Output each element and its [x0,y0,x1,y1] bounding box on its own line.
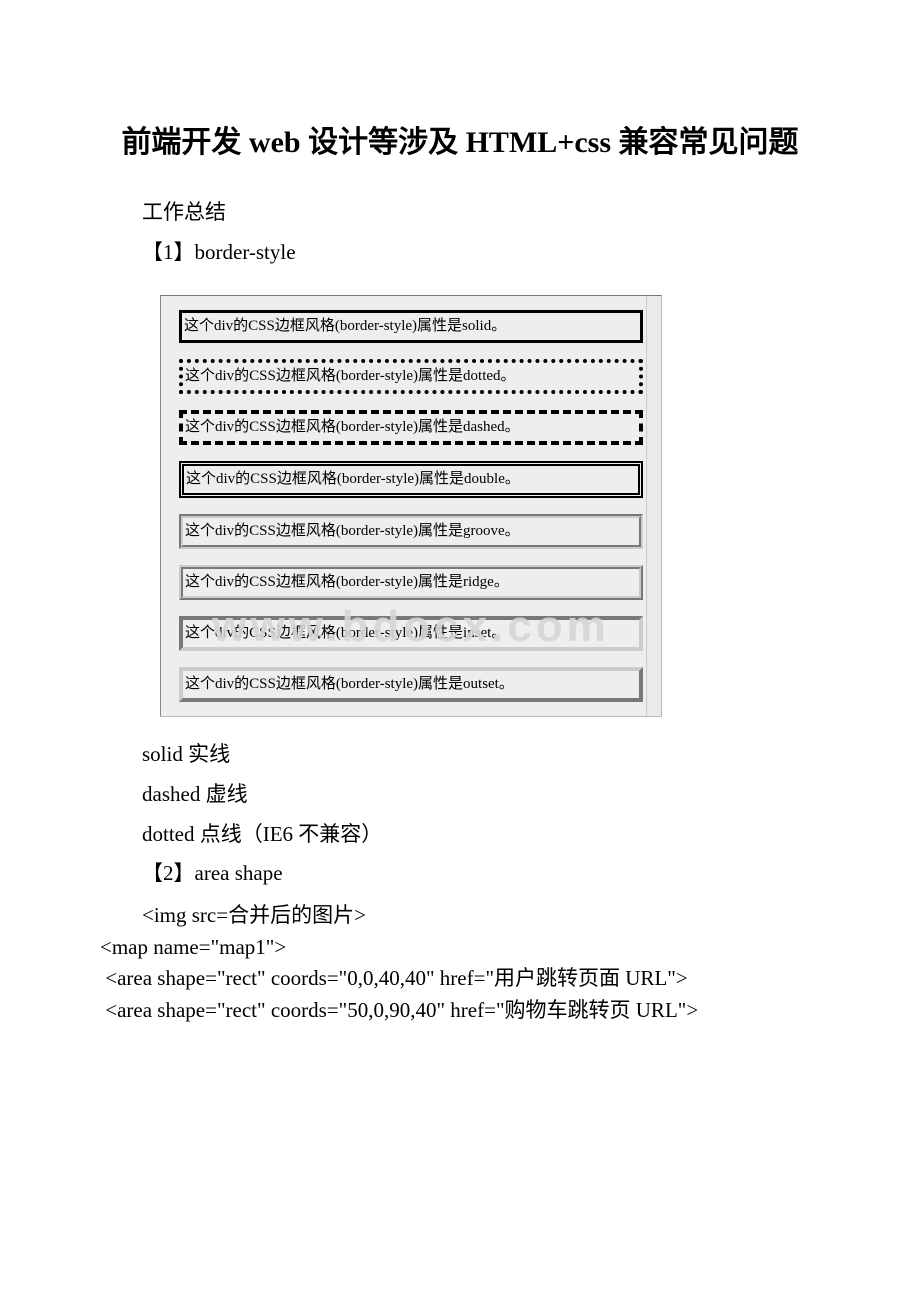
section-2-heading: 【2】area shape [100,854,820,894]
example-row-dashed: 这个div的CSS边框风格(border-style)属性是dashed。 [179,410,643,445]
example-row-double: 这个div的CSS边框风格(border-style)属性是double。 [179,461,643,498]
note-solid: solid 实线 [100,735,820,775]
example-row-groove: 这个div的CSS边框风格(border-style)属性是groove。 [179,514,643,549]
code-line-1: <img src=合并后的图片> [100,900,820,932]
subheading: 工作总结 [100,193,820,233]
page-title: 前端开发 web 设计等涉及 HTML+css 兼容常见问题 [100,120,820,165]
example-row-ridge: 这个div的CSS边框风格(border-style)属性是ridge。 [179,565,643,600]
example-row-inset: 这个div的CSS边框风格(border-style)属性是inset。 [179,616,643,651]
code-line-4: <area shape="rect" coords="50,0,90,40" h… [100,995,820,1027]
code-snippet: <img src=合并后的图片> <map name="map1"> <area… [100,900,820,1026]
example-row-outset: 这个div的CSS边框风格(border-style)属性是outset。 [179,667,643,702]
example-row-dotted: 这个div的CSS边框风格(border-style)属性是dotted。 [179,359,643,394]
section-1-heading: 【1】border-style [100,233,820,273]
border-style-examples: www.bdocx.com 这个div的CSS边框风格(border-style… [160,295,662,717]
code-line-2: <map name="map1"> [100,932,820,964]
note-dotted: dotted 点线（IE6 不兼容） [100,815,820,855]
example-row-solid: 这个div的CSS边框风格(border-style)属性是solid。 [179,310,643,343]
note-dashed: dashed 虚线 [100,775,820,815]
code-line-3: <area shape="rect" coords="0,0,40,40" hr… [100,963,820,995]
